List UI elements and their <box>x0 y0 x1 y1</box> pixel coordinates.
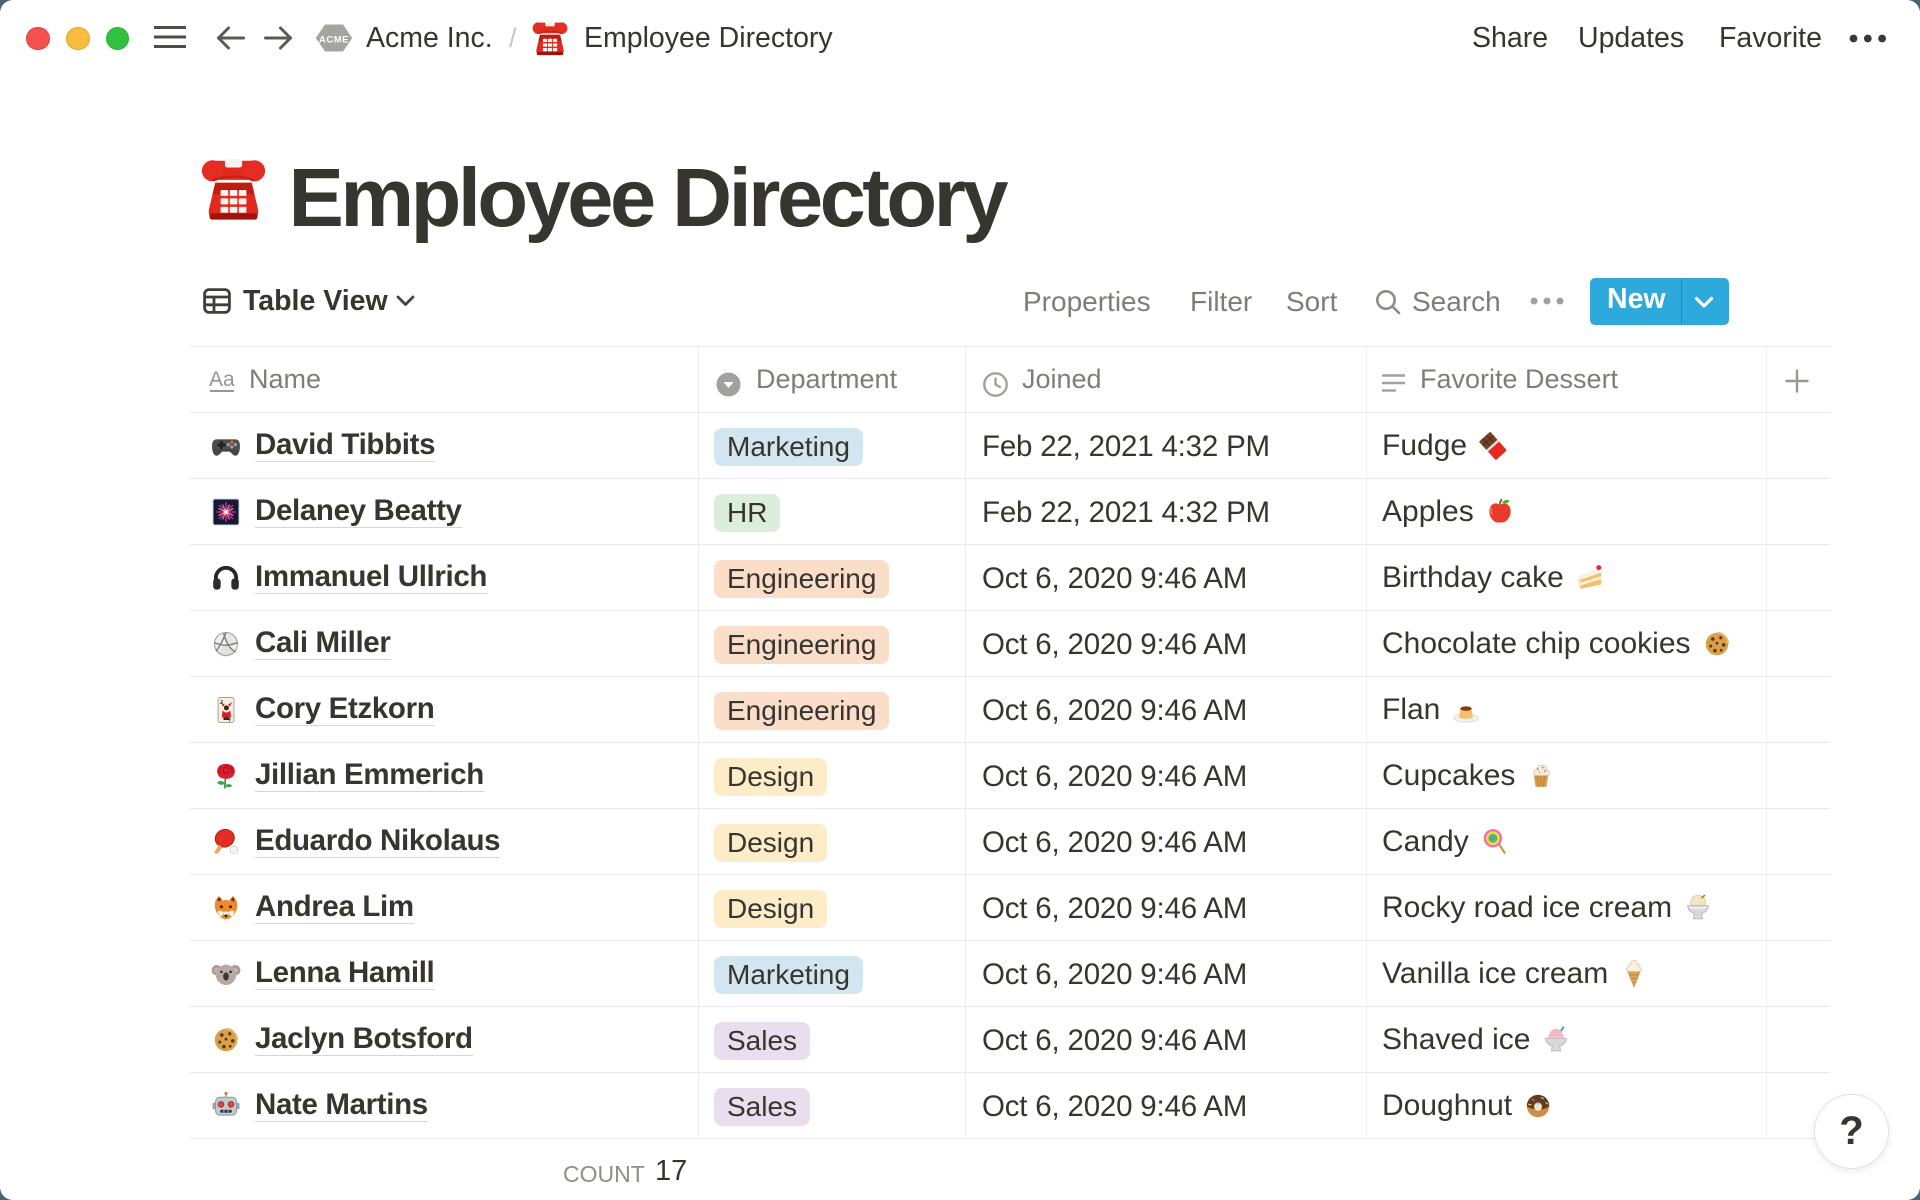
svg-text:r: r <box>229 717 232 723</box>
svg-text:Aa: Aa <box>209 369 235 391</box>
svg-text:ACME: ACME <box>319 35 349 46</box>
